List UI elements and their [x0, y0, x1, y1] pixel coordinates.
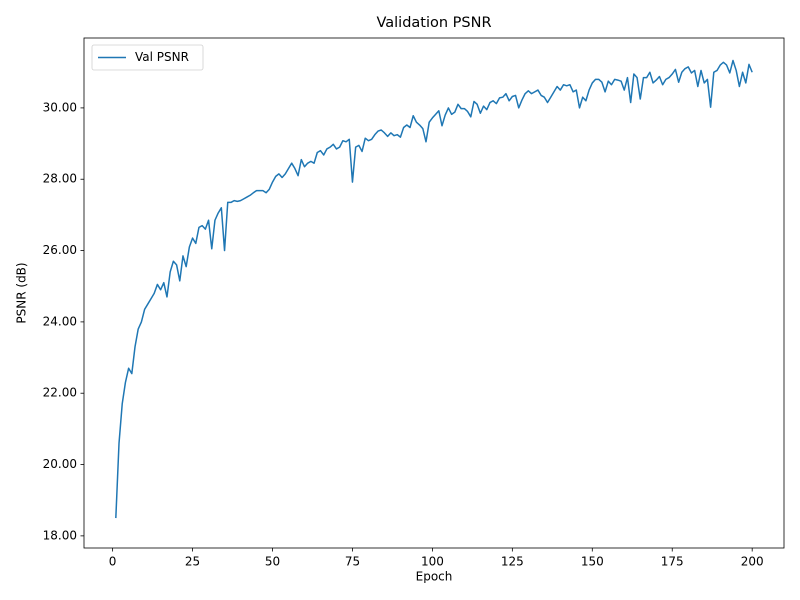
plot-frame — [83, 37, 785, 549]
x-tick-label: 175 — [661, 555, 684, 569]
y-tick-label: 28.00 — [43, 172, 77, 186]
chart-title: Validation PSNR — [376, 15, 491, 31]
data-line — [115, 59, 753, 519]
y-tick-label: 18.00 — [43, 528, 77, 542]
x-tick-label: 75 — [345, 555, 360, 569]
y-axis-label: PSNR (dB) — [15, 262, 29, 323]
y-tick-label: 24.00 — [43, 314, 77, 328]
y-tick-label: 22.00 — [43, 386, 77, 400]
y-tick-label: 26.00 — [43, 243, 77, 257]
x-tick-label: 150 — [581, 555, 604, 569]
legend-box — [91, 44, 204, 71]
y-tick-label: 20.00 — [43, 457, 77, 471]
x-tick-label: 25 — [185, 555, 200, 569]
x-tick-label: 50 — [265, 555, 280, 569]
x-tick-label: 125 — [501, 555, 524, 569]
x-axis-label: Epoch — [416, 570, 453, 584]
x-tick-label: 200 — [741, 555, 764, 569]
y-tick-label: 30.00 — [43, 100, 77, 114]
x-tick-label: 100 — [421, 555, 444, 569]
legend-label: Val PSNR — [135, 50, 189, 64]
x-tick-label: 0 — [109, 555, 117, 569]
